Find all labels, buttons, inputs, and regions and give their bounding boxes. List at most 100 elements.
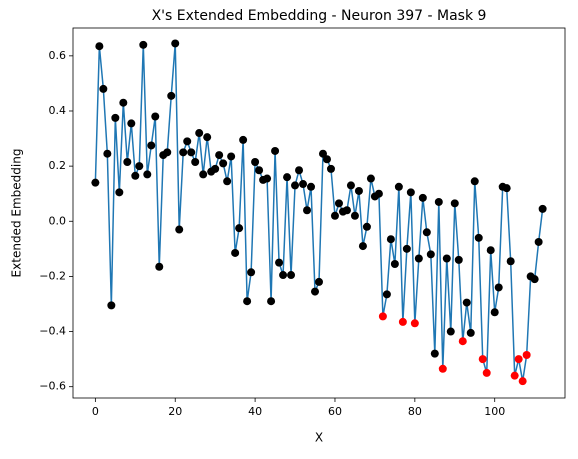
data-point bbox=[318, 149, 327, 158]
data-point bbox=[514, 355, 523, 364]
data-point bbox=[275, 258, 284, 267]
data-point bbox=[378, 312, 387, 321]
x-axis-label: X bbox=[315, 431, 323, 445]
data-point bbox=[167, 91, 176, 100]
data-point bbox=[382, 290, 391, 299]
data-point bbox=[406, 188, 415, 197]
data-point bbox=[99, 84, 108, 93]
data-point bbox=[215, 151, 224, 160]
data-point bbox=[430, 349, 439, 358]
data-point bbox=[426, 250, 435, 259]
data-point bbox=[350, 211, 359, 220]
chart-title: X's Extended Embedding - Neuron 397 - Ma… bbox=[152, 8, 487, 24]
data-point bbox=[199, 170, 208, 179]
data-point bbox=[422, 228, 431, 237]
data-point bbox=[530, 275, 539, 284]
data-point bbox=[283, 173, 292, 182]
data-point bbox=[179, 148, 188, 157]
data-point bbox=[434, 197, 443, 206]
y-tick-label: 0.4 bbox=[49, 104, 67, 117]
data-point bbox=[251, 157, 260, 166]
y-tick-label: −0.6 bbox=[39, 380, 66, 393]
data-point bbox=[494, 283, 503, 292]
y-axis-label: Extended Embedding bbox=[10, 149, 24, 278]
data-point bbox=[474, 233, 483, 242]
data-point bbox=[506, 257, 515, 266]
data-point bbox=[91, 178, 100, 187]
data-point bbox=[362, 222, 371, 231]
data-point bbox=[155, 262, 164, 271]
data-point bbox=[171, 39, 180, 48]
data-point bbox=[231, 248, 240, 257]
data-point bbox=[470, 177, 479, 186]
data-point bbox=[243, 297, 252, 306]
x-tick-label: 0 bbox=[92, 405, 99, 418]
data-point bbox=[211, 164, 220, 173]
data-point bbox=[255, 166, 264, 175]
data-point bbox=[147, 141, 156, 150]
data-point bbox=[303, 206, 312, 215]
y-tick-label: 0.6 bbox=[49, 49, 67, 62]
data-point bbox=[115, 188, 124, 197]
data-point bbox=[334, 199, 343, 208]
data-point bbox=[131, 171, 140, 180]
data-point bbox=[342, 206, 351, 215]
x-tick-label: 80 bbox=[408, 405, 422, 418]
data-point bbox=[307, 182, 316, 191]
data-point bbox=[466, 328, 475, 337]
data-point bbox=[534, 237, 543, 246]
data-point bbox=[183, 137, 192, 146]
y-tick-label: 0.0 bbox=[49, 214, 67, 227]
data-point bbox=[267, 297, 276, 306]
data-point bbox=[287, 271, 296, 280]
data-point bbox=[502, 184, 511, 193]
data-point bbox=[135, 162, 144, 171]
data-point bbox=[486, 246, 495, 255]
data-point bbox=[414, 254, 423, 263]
data-point bbox=[235, 224, 244, 233]
data-point bbox=[386, 235, 395, 244]
data-point bbox=[315, 277, 323, 286]
data-point bbox=[291, 181, 300, 190]
data-point bbox=[490, 308, 499, 317]
y-tick-label: 0.2 bbox=[49, 159, 67, 172]
data-point bbox=[227, 152, 236, 161]
data-point bbox=[322, 155, 331, 164]
data-point bbox=[139, 40, 148, 49]
data-point bbox=[95, 42, 104, 51]
data-point bbox=[195, 129, 204, 138]
data-point bbox=[107, 301, 116, 310]
data-point bbox=[450, 199, 459, 208]
data-point bbox=[374, 189, 383, 198]
plot-frame bbox=[72, 27, 566, 399]
y-tick-label: −0.4 bbox=[39, 325, 66, 338]
y-tick-label: −0.2 bbox=[39, 269, 66, 282]
data-point bbox=[299, 180, 308, 189]
data-point bbox=[127, 119, 136, 128]
data-point bbox=[354, 186, 363, 195]
data-point bbox=[219, 159, 228, 168]
data-point bbox=[538, 204, 547, 213]
x-tick-label: 60 bbox=[328, 405, 342, 418]
data-point bbox=[438, 364, 447, 373]
data-point bbox=[482, 368, 491, 377]
data-point bbox=[446, 327, 455, 336]
data-point bbox=[163, 148, 172, 157]
data-point bbox=[263, 174, 272, 183]
data-point bbox=[239, 135, 248, 144]
data-point bbox=[454, 255, 463, 264]
data-point bbox=[478, 355, 487, 364]
data-point bbox=[366, 174, 375, 183]
data-point bbox=[143, 170, 152, 179]
data-point bbox=[187, 148, 196, 157]
data-point bbox=[346, 181, 355, 190]
data-point bbox=[223, 177, 232, 186]
x-tick-label: 20 bbox=[168, 405, 182, 418]
data-point bbox=[103, 149, 112, 158]
data-point bbox=[462, 298, 471, 307]
data-point bbox=[358, 242, 367, 251]
data-point bbox=[458, 337, 467, 346]
data-point bbox=[203, 133, 212, 142]
data-point bbox=[279, 271, 288, 280]
